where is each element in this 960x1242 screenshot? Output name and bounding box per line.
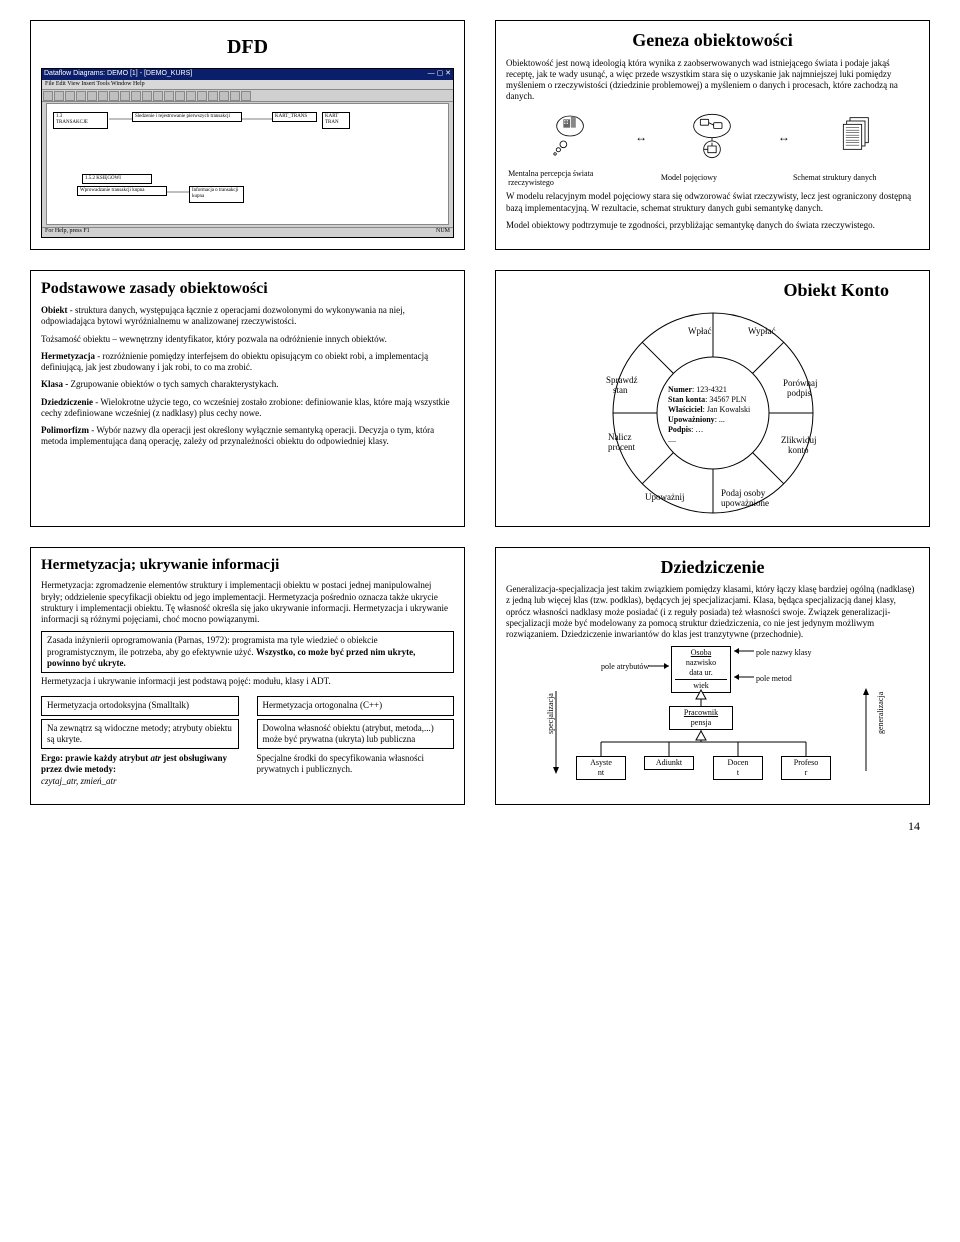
diagram-canvas: 1.3TRANSAKCJE Śledzenie i rejestrowanie …	[46, 103, 449, 225]
slide-title: Dziedziczenie	[506, 556, 919, 579]
svg-text:Numer: 123-4321: Numer: 123-4321	[668, 385, 727, 394]
slide-title: Podstawowe zasady obiektowości	[41, 279, 454, 299]
svg-text:Upoważniony: ...: Upoważniony: ...	[668, 415, 725, 424]
svg-text:Porównajpodpis: Porównajpodpis	[783, 378, 818, 398]
p2: W modelu relacyjnym model pojęciowy star…	[506, 191, 919, 214]
arrow-icon: ↔	[635, 130, 647, 145]
ergo: Ergo: prawie każdy atrybut atr jest obsł…	[41, 753, 239, 787]
svg-text:Upoważnij: Upoważnij	[645, 492, 685, 502]
p1: Obiektowość jest nową ideologią która wy…	[506, 58, 919, 103]
svg-text:Wypłać: Wypłać	[748, 326, 775, 336]
docs-icon	[830, 111, 880, 161]
konto-diagram: Wpłać Wypłać Porównajpodpis Zlikwidujkon…	[573, 308, 853, 518]
svg-text:Naliczprocent: Naliczprocent	[608, 432, 635, 452]
slide-hermetyzacja: Hermetyzacja; ukrywanie informacji Herme…	[30, 547, 465, 806]
slide-title: Hermetyzacja; ukrywanie informacji	[41, 556, 454, 575]
tozsamosc: Tożsamość obiektu – wewnętrzny identyfik…	[41, 334, 454, 345]
ortogonalna-title: Hermetyzacja ortogonalna (C++)	[257, 696, 455, 715]
svg-text:Stan konta: 34567 PLN: Stan konta: 34567 PLN	[668, 395, 747, 404]
slide-title: Geneza obiektowości	[506, 29, 919, 52]
statusbar: For Help, press F1 NUM	[42, 227, 453, 237]
p3: Model obiektowy podtrzymuje te zgodności…	[506, 220, 919, 231]
ortodoksyjna-title: Hermetyzacja ortodoksyjna (Smalltalk)	[41, 696, 239, 715]
ortogonalna-desc: Dowolna własność obiektu (atrybut, metod…	[257, 719, 455, 750]
thought-icon	[545, 111, 595, 161]
arrow-icon: ↔	[778, 130, 790, 145]
slide-geneza: Geneza obiektowości Obiektowość jest now…	[495, 20, 930, 250]
svg-text:....: ....	[668, 435, 676, 444]
dfd-lines	[47, 104, 448, 224]
slide-dfd: DFD Dataflow Diagrams: DEMO [1] - [DEMO_…	[30, 20, 465, 250]
status-right: NUM	[436, 228, 450, 237]
lbl-spec: specjalizacja	[546, 693, 556, 734]
svg-text:Właściciel: Jan Kowalski: Właściciel: Jan Kowalski	[668, 405, 751, 414]
parnas-box: Zasada inżynierii oprogramowania (Parnas…	[41, 631, 454, 673]
window-titlebar: Dataflow Diagrams: DEMO [1] - [DEMO_KURS…	[42, 69, 453, 80]
icon-row: ↔ ↔	[506, 111, 919, 164]
slide-zasady: Podstawowe zasady obiektowości Obiekt - …	[30, 270, 465, 527]
p1: Hermetyzacja: zgromadzenie elementów str…	[41, 580, 454, 625]
lbl-gen: generalizacja	[876, 692, 886, 734]
slide-title: DFD	[41, 35, 454, 60]
svg-text:Sprawdźstan: Sprawdźstan	[606, 375, 638, 395]
srodki: Specjalne środki do specyfikowania własn…	[257, 753, 455, 776]
svg-text:Podpis: …: Podpis: …	[668, 425, 703, 434]
svg-text:Podaj osobyupoważnione: Podaj osobyupoważnione	[721, 488, 769, 508]
cap1: Mentalna percepcja świata rzeczywistego	[508, 170, 632, 188]
cap2: Model pojęciowy	[661, 174, 764, 183]
window-controls: — ▢ ✕	[428, 70, 451, 79]
svg-text:Zlikwidujkonto: Zlikwidujkonto	[781, 435, 817, 455]
slide-konto: Obiekt Konto Wpłać Wypłać Porównajpodpis…	[495, 270, 930, 527]
menubar: File Edit View Insert Tools Window Help	[42, 80, 453, 91]
cap3: Schemat struktury danych	[793, 174, 917, 183]
app-window: Dataflow Diagrams: DEMO [1] - [DEMO_KURS…	[41, 68, 454, 238]
window-title: Dataflow Diagrams: DEMO [1] - [DEMO_KURS…	[44, 70, 192, 79]
p1: Generalizacja-specjalizacja jest takim z…	[506, 584, 919, 640]
model-icon	[687, 111, 737, 161]
slide-title: Obiekt Konto	[506, 279, 919, 302]
page-number: 14	[0, 815, 960, 842]
slide-dziedziczenie: Dziedziczenie Generalizacja-specjalizacj…	[495, 547, 930, 806]
inheritance-tree: Osoba nazwisko data ur. wiek pole atrybu…	[506, 646, 919, 796]
p3: Hermetyzacja i ukrywanie informacji jest…	[41, 676, 454, 687]
status-left: For Help, press F1	[45, 228, 90, 237]
ortodoksyjna-desc: Na zewnątrz są widoczne metody; atrybuty…	[41, 719, 239, 750]
svg-text:Wpłać: Wpłać	[688, 326, 711, 336]
toolbar	[42, 90, 453, 102]
